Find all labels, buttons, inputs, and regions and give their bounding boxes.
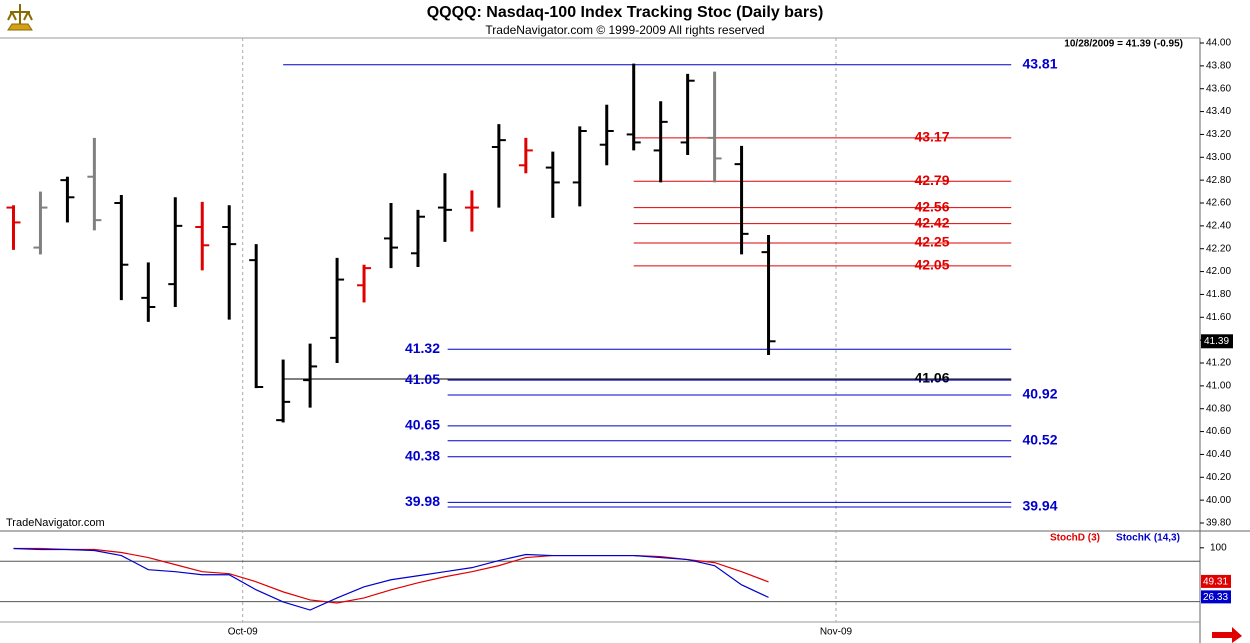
level-label: 41.06 [914,370,949,386]
stoch-line [13,547,769,611]
y-tick-label: 40.20 [1206,472,1231,483]
level-label: 42.56 [914,198,949,214]
value-tag-label: 26.33 [1203,592,1228,603]
y-tick-label: 44.00 [1206,38,1231,49]
level-label: 39.94 [1022,498,1057,514]
scroll-arrow[interactable] [1212,627,1242,643]
y-tick-label: 100 [1210,542,1227,553]
level-label: 42.42 [914,214,949,230]
level-label: 42.25 [914,234,949,250]
value-tag-label: 49.31 [1203,577,1228,588]
legend-label: StochD (3) [1050,533,1100,544]
x-tick-label: Oct-09 [228,627,258,638]
legend-label: StochK (14,3) [1116,533,1180,544]
last-price-label: 41.39 [1204,336,1229,347]
y-tick-label: 42.60 [1206,198,1231,209]
logo [7,4,33,31]
y-tick-label: 39.80 [1206,518,1231,529]
y-tick-label: 43.40 [1206,106,1231,117]
level-label: 39.98 [405,493,440,509]
chart-title: QQQQ: Nasdaq-100 Index Tracking Stoc (Da… [427,4,824,21]
level-label: 40.52 [1022,431,1057,447]
y-tick-label: 43.60 [1206,83,1231,94]
y-tick-label: 42.80 [1206,175,1231,186]
y-tick-label: 41.00 [1206,380,1231,391]
last-price-tag [1201,334,1233,349]
y-tick-label: 40.00 [1206,495,1231,506]
level-label: 42.79 [914,172,949,188]
level-label: 42.05 [914,257,949,273]
x-tick-label: Nov-09 [820,627,853,638]
y-tick-label: 42.20 [1206,243,1231,254]
level-label: 40.38 [405,447,440,463]
level-label: 43.17 [914,129,949,145]
y-tick-label: 41.20 [1206,358,1231,369]
level-label: 40.92 [1022,386,1057,402]
y-tick-label: 42.40 [1206,220,1231,231]
y-tick-label: 41.60 [1206,312,1231,323]
y-tick-label: 43.80 [1206,60,1231,71]
level-label: 43.81 [1022,55,1057,71]
watermark: TradeNavigator.com [6,517,105,529]
y-tick-label: 40.60 [1206,426,1231,437]
value-tag [1201,574,1231,588]
level-label: 41.32 [405,340,440,356]
header-note: 10/28/2009 = 41.39 (-0.95) [1064,39,1183,50]
y-tick-label: 40.40 [1206,449,1231,460]
value-tag [1201,590,1231,604]
chart-subtitle: TradeNavigator.com © 1999-2009 All right… [485,23,764,37]
y-tick-label: 43.00 [1206,152,1231,163]
y-tick-label: 42.00 [1206,266,1231,277]
level-label: 41.05 [405,371,440,387]
y-tick-label: 43.20 [1206,129,1231,140]
y-tick-label: 40.80 [1206,403,1231,414]
level-label: 40.65 [405,417,440,433]
y-tick-label: 41.80 [1206,289,1231,300]
